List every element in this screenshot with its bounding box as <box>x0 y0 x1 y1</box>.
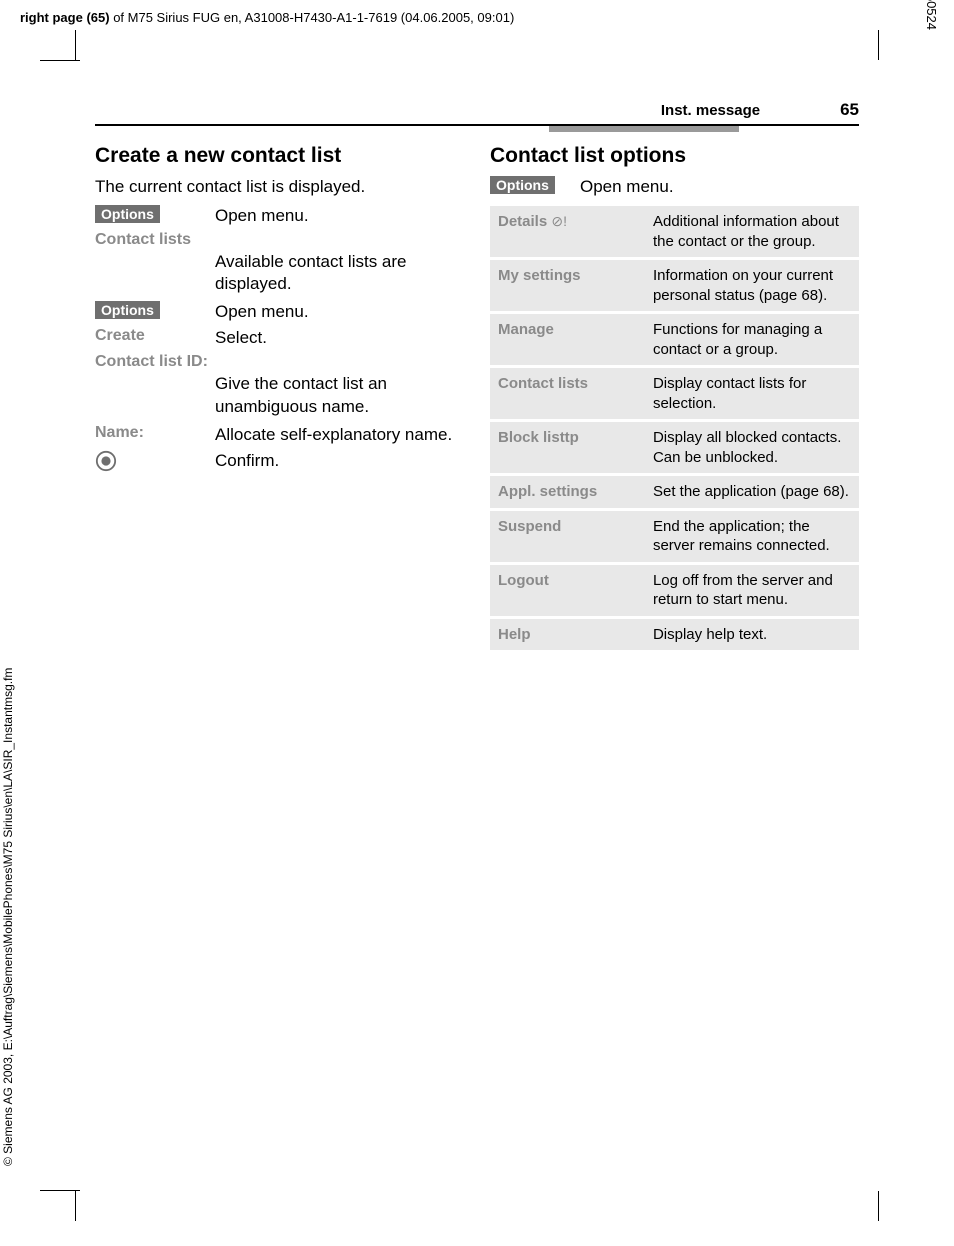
option-value: Information on your current personal sta… <box>645 259 859 313</box>
option-key: Help <box>490 617 645 652</box>
definition: Open menu. <box>215 301 464 323</box>
page-meta-prefix: right page (65) <box>20 10 110 25</box>
cropmark <box>40 60 80 61</box>
option-key-text: Details <box>498 213 547 230</box>
option-value: Log off from the server and return to st… <box>645 563 859 617</box>
cropmark <box>878 30 879 60</box>
term-full: Contact lists <box>95 231 464 249</box>
definition-row: Confirm. <box>95 450 464 477</box>
two-column-layout: Create a new contact list The current co… <box>95 144 859 653</box>
option-key: Details ⊘! <box>490 206 645 259</box>
left-intro: The current contact list is displayed. <box>95 176 464 199</box>
confirm-icon <box>95 450 117 472</box>
term: Options <box>490 176 580 195</box>
definition-row: Options Open menu. <box>490 176 859 198</box>
option-key: Logout <box>490 563 645 617</box>
definition: Give the contact list an unambiguous nam… <box>95 373 464 417</box>
option-value: Display all blocked contacts. Can be unb… <box>645 421 859 475</box>
option-value: Set the application (page 68). <box>645 475 859 510</box>
page-meta-top: right page (65) of M75 Sirius FUG en, A3… <box>20 10 514 25</box>
running-head: Inst. message 65 <box>95 100 859 126</box>
definition: Available contact lists are displayed. <box>95 251 464 295</box>
options-table: Details ⊘! Additional information about … <box>490 206 859 653</box>
option-value: Display help text. <box>645 617 859 652</box>
options-pill: Options <box>95 301 160 319</box>
table-row: Block listtp Display all blocked contact… <box>490 421 859 475</box>
term: Options <box>95 301 215 320</box>
term: Options <box>95 205 215 224</box>
section-tab-underline <box>549 126 739 132</box>
definition-row: Name: Allocate self-explanatory name. <box>95 424 464 446</box>
option-key: My settings <box>490 259 645 313</box>
option-key: Contact lists <box>490 367 645 421</box>
table-row: Contact lists Display contact lists for … <box>490 367 859 421</box>
running-head-page: 65 <box>840 100 859 120</box>
option-key: Manage <box>490 313 645 367</box>
right-column: Contact list options Options Open menu. … <box>490 144 859 653</box>
option-value: Display contact lists for selection. <box>645 367 859 421</box>
term: Name: <box>95 424 215 442</box>
cropmark <box>40 1190 80 1191</box>
term-full: Contact list ID: <box>95 353 464 371</box>
right-heading: Contact list options <box>490 144 859 168</box>
table-row: Manage Functions for managing a contact … <box>490 313 859 367</box>
table-row: Suspend End the application; the server … <box>490 509 859 563</box>
table-row: My settings Information on your current … <box>490 259 859 313</box>
option-key: Suspend <box>490 509 645 563</box>
cropmark <box>75 30 76 60</box>
option-key: Appl. settings <box>490 475 645 510</box>
cropmark <box>75 1191 76 1221</box>
option-value: Functions for managing a contact or a gr… <box>645 313 859 367</box>
term <box>95 450 215 477</box>
page-meta-rest: of M75 Sirius FUG en, A31008-H7430-A1-1-… <box>110 10 515 25</box>
definition-row: Options Open menu. <box>95 301 464 323</box>
table-row: Logout Log off from the server and retur… <box>490 563 859 617</box>
option-value: End the application; the server remains … <box>645 509 859 563</box>
details-icon: ⊘! <box>551 213 567 229</box>
options-pill: Options <box>490 176 555 194</box>
term: Create <box>95 327 215 345</box>
table-row: Help Display help text. <box>490 617 859 652</box>
left-heading: Create a new contact list <box>95 144 464 168</box>
definition: Select. <box>215 327 464 349</box>
running-head-section: Inst. message <box>661 102 760 119</box>
definition: Open menu. <box>215 205 464 227</box>
left-column: Create a new contact list The current co… <box>95 144 464 653</box>
cropmark <box>878 1191 879 1221</box>
definition: Open menu. <box>580 176 859 198</box>
side-text-left: © Siemens AG 2003, E:\Auftrag\Siemens\Mo… <box>1 668 15 1166</box>
definition: Allocate self-explanatory name. <box>215 424 464 446</box>
options-table-body: Details ⊘! Additional information about … <box>490 206 859 652</box>
definition: Confirm. <box>215 450 464 472</box>
table-row: Details ⊘! Additional information about … <box>490 206 859 259</box>
side-text-right: Template: X75, Version 2.1; VAR Language… <box>924 0 939 30</box>
definition-row: Options Open menu. <box>95 205 464 227</box>
definition-row: Create Select. <box>95 327 464 349</box>
option-value: Additional information about the contact… <box>645 206 859 259</box>
option-key: Block listtp <box>490 421 645 475</box>
table-row: Appl. settings Set the application (page… <box>490 475 859 510</box>
page-content: Inst. message 65 Create a new contact li… <box>95 100 859 653</box>
options-pill: Options <box>95 205 160 223</box>
